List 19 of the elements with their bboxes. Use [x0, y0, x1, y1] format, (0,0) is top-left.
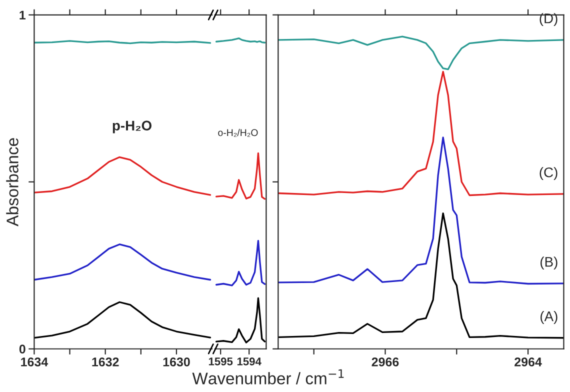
line-series — [34, 244, 212, 281]
annotation: o-H₂/H₂O — [218, 128, 258, 137]
series-label: (A) — [540, 311, 558, 324]
x-tick-label: 1632 — [92, 358, 119, 366]
x-tick-label: 1630 — [163, 358, 190, 366]
y-tick-label: 1 — [20, 10, 26, 20]
x-tick-label: 1595 — [208, 358, 233, 366]
annotation: p-H₂O — [112, 120, 152, 134]
x-axis-title: Wavenumber / cm$^{−1}$ — [192, 369, 344, 384]
x-tick-label: 2966 — [372, 358, 399, 366]
x-tick-label: 2964 — [514, 358, 542, 366]
y-axis-title: Absorbance — [6, 138, 18, 226]
line-series — [34, 156, 212, 196]
x-tick-label: 1594 — [237, 358, 262, 366]
series-label: (B) — [540, 256, 558, 270]
series-label: (C) — [540, 167, 558, 180]
line-series — [34, 301, 212, 339]
x-tick-label: 1634 — [21, 358, 48, 366]
y-tick-label: 0 — [19, 344, 26, 354]
